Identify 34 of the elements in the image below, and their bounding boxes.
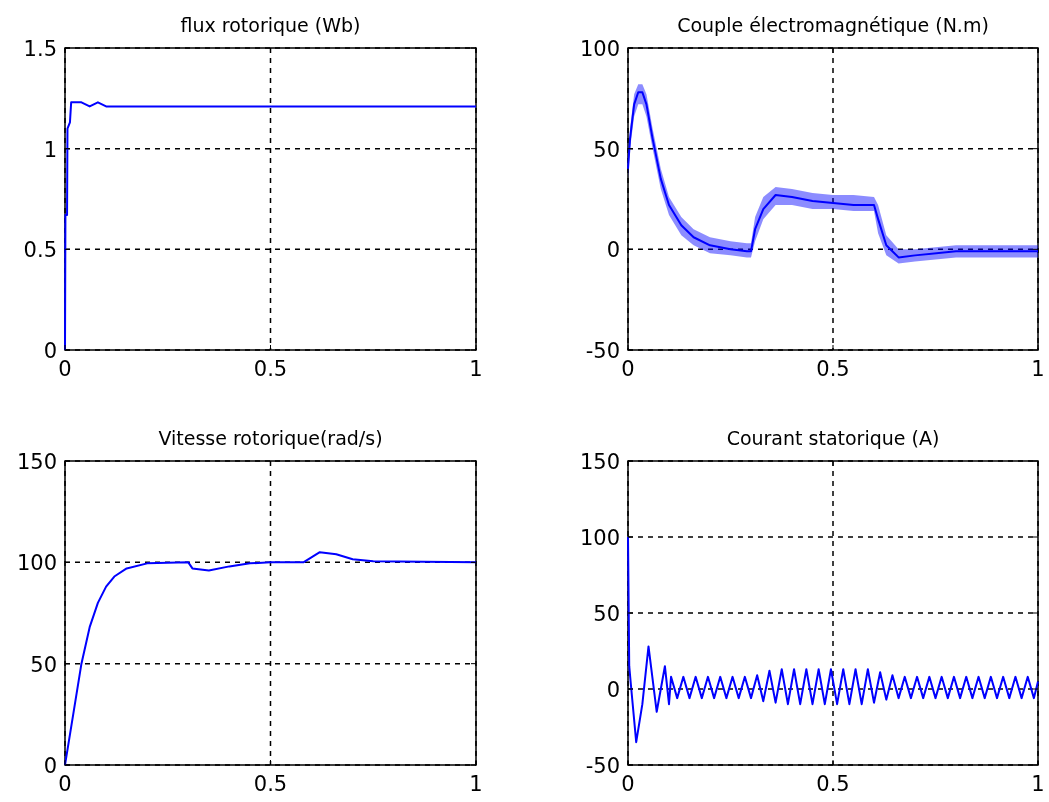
y-tick-label: -50 — [585, 754, 620, 778]
x-tick-label: 0 — [621, 357, 635, 381]
x-tick-label: 1 — [1031, 772, 1045, 796]
line-series — [627, 536, 1039, 744]
y-tick-label: 100 — [16, 551, 57, 576]
y-tick-label: 150 — [16, 450, 57, 474]
y-tick-label: 50 — [593, 602, 620, 626]
y-tick-label: 50 — [593, 137, 620, 162]
y-tick-label: 1.5 — [23, 37, 57, 61]
y-tick-label: 0 — [43, 754, 57, 778]
x-tick-label: 1 — [469, 772, 483, 796]
y-tick-label: 0 — [43, 339, 57, 363]
x-tick-label: 0.5 — [253, 772, 288, 796]
y-tick-label: 100 — [579, 526, 620, 550]
y-tick-label: 150 — [579, 450, 620, 474]
x-tick-label: 0.5 — [253, 357, 288, 381]
y-tick-label: 0.5 — [23, 238, 57, 263]
y-tick-label: 1 — [43, 137, 57, 162]
chart-title: Vitesse rotorique(rad/s) — [158, 427, 383, 449]
chart-title: flux rotorique (Wb) — [180, 14, 361, 36]
x-tick-label: 0 — [58, 772, 72, 796]
y-tick-label: 50 — [30, 652, 57, 677]
y-tick-label: 0 — [606, 238, 620, 263]
y-tick-label: 100 — [579, 37, 620, 61]
chart-title: Courant statorique (A) — [726, 427, 940, 449]
y-tick-label: -50 — [585, 339, 620, 363]
x-tick-label: 0 — [621, 772, 635, 796]
chart-title: Couple électromagnétique (N.m) — [677, 14, 989, 36]
x-tick-label: 0 — [58, 357, 72, 381]
x-tick-label: 0.5 — [816, 772, 850, 796]
x-tick-label: 1 — [1031, 357, 1045, 381]
x-tick-label: 0.5 — [816, 357, 850, 381]
y-tick-label: 0 — [606, 678, 620, 702]
x-tick-label: 1 — [469, 357, 483, 381]
